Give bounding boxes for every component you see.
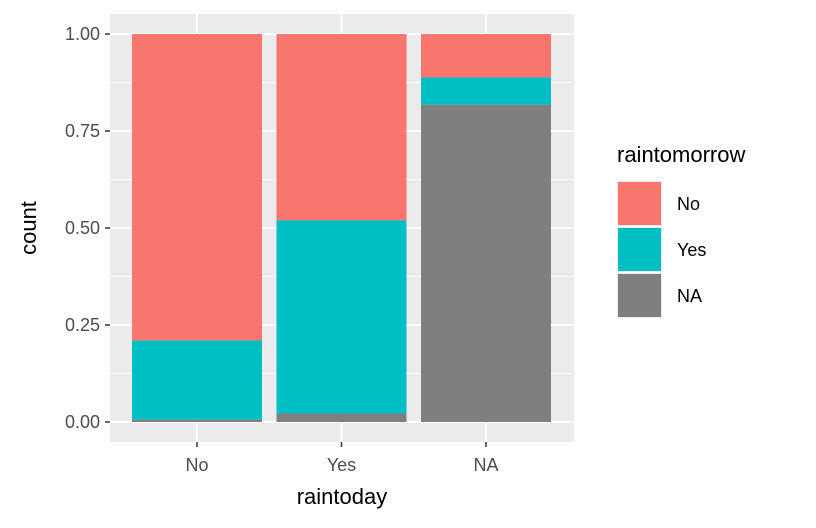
x-axis-title: raintoday [297,484,388,509]
bar-yes-yes [276,220,407,414]
bar-yes-no [276,34,407,221]
legend-label-na: NA [677,286,702,306]
bar-na-no [421,34,551,78]
bar-no-no [132,34,262,341]
bar-no-na [132,419,262,422]
bar-na-na [421,104,551,422]
bar-na-yes [421,77,551,105]
legend-title: raintomorrow [617,142,745,167]
y-tick-label: 0.25 [65,315,100,335]
legend-label-yes: Yes [677,240,706,260]
y-axis: 0.00 0.25 0.50 0.75 1.00 [65,24,110,432]
x-axis: No Yes NA [185,442,499,475]
legend: raintomorrow No Yes NA [617,142,745,318]
bars [132,34,551,422]
y-axis-title: count [16,201,41,255]
bar-no-yes [132,340,262,420]
x-tick-label: NA [473,455,498,475]
y-tick-label: 0.50 [65,218,100,238]
legend-label-no: No [677,194,700,214]
legend-swatch-no [618,182,661,225]
x-tick-label: Yes [327,455,356,475]
legend-swatch-yes [618,228,661,271]
y-tick-label: 0.00 [65,412,100,432]
y-tick-label: 0.75 [65,121,100,141]
legend-swatch-na [618,274,661,317]
bar-yes-na [276,413,407,422]
x-tick-label: No [185,455,208,475]
y-tick-label: 1.00 [65,24,100,44]
